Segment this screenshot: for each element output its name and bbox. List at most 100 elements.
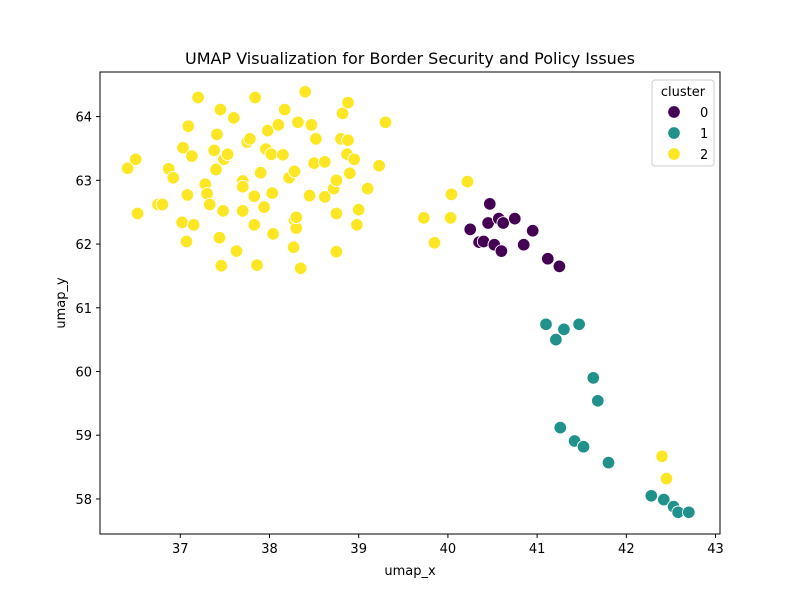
point-cluster-1	[539, 317, 553, 332]
point-cluster-1	[586, 371, 601, 385]
point-cluster-2	[166, 171, 180, 185]
point-cluster-2	[181, 119, 196, 133]
point-cluster-1	[572, 317, 586, 332]
point-cluster-2	[289, 210, 304, 225]
legend-title: cluster	[661, 85, 706, 100]
point-cluster-1	[553, 420, 568, 435]
point-cluster-2	[341, 133, 355, 147]
point-cluster-2	[276, 148, 290, 162]
point-cluster-2	[271, 118, 286, 132]
y-tick-label: 60	[75, 366, 92, 381]
y-axis-ticks: 58 59 60 61 62 63 64	[75, 111, 100, 508]
point-cluster-2	[341, 95, 355, 110]
legend-items: 0 1 2	[667, 105, 708, 163]
point-cluster-2	[286, 240, 301, 254]
point-cluster-1	[657, 492, 671, 507]
point-cluster-2	[266, 227, 280, 241]
legend-marker-1	[667, 126, 681, 140]
point-cluster-0	[483, 197, 497, 211]
point-cluster-2	[329, 173, 344, 188]
point-cluster-2	[264, 147, 279, 161]
y-tick-label: 64	[75, 111, 92, 126]
x-tick-label: 42	[618, 542, 635, 557]
point-cluster-2	[659, 471, 674, 486]
legend-label-2: 2	[700, 148, 708, 163]
point-cluster-2	[444, 187, 459, 202]
point-cluster-2	[329, 206, 344, 221]
point-cluster-2	[291, 115, 305, 130]
point-cluster-2	[304, 118, 319, 132]
point-cluster-2	[180, 188, 195, 202]
point-cluster-2	[253, 165, 268, 180]
point-cluster-2	[185, 149, 199, 163]
y-tick-label: 59	[75, 429, 92, 444]
point-cluster-2	[417, 211, 431, 225]
x-tick-label: 37	[172, 542, 189, 557]
point-cluster-2	[378, 115, 393, 130]
point-cluster-2	[287, 164, 302, 179]
point-cluster-2	[191, 90, 205, 105]
point-cluster-2	[443, 211, 458, 225]
point-cluster-2	[207, 143, 221, 158]
point-cluster-2	[260, 123, 275, 138]
point-cluster-2	[235, 179, 250, 194]
point-cluster-2	[335, 106, 350, 121]
point-cluster-2	[427, 236, 442, 250]
x-tick-label: 43	[707, 542, 724, 557]
point-cluster-2	[302, 188, 317, 203]
point-cluster-2	[186, 218, 201, 232]
point-cluster-0	[541, 251, 555, 266]
legend-marker-2	[667, 147, 681, 161]
y-axis-label: umap_y	[54, 277, 69, 329]
x-tick-label: 41	[529, 542, 546, 557]
point-cluster-2	[265, 186, 279, 200]
y-tick-label: 61	[75, 302, 92, 317]
x-tick-label: 38	[261, 542, 278, 557]
point-cluster-2	[372, 158, 386, 173]
point-cluster-2	[229, 244, 244, 258]
point-cluster-0	[463, 222, 477, 237]
point-cluster-0	[494, 244, 509, 258]
point-cluster-2	[329, 244, 344, 259]
point-cluster-2	[293, 261, 308, 276]
point-cluster-0	[552, 259, 567, 274]
point-cluster-1	[549, 332, 563, 347]
x-axis-label: umap_x	[384, 564, 436, 579]
point-cluster-2	[243, 132, 257, 146]
legend-marker-0	[667, 105, 681, 119]
point-cluster-2	[298, 85, 312, 99]
point-cluster-2	[202, 197, 217, 212]
x-tick-label: 39	[350, 542, 367, 557]
point-cluster-2	[214, 258, 229, 273]
plot-frame	[99, 71, 721, 535]
point-cluster-1	[576, 439, 591, 454]
chart-title: UMAP Visualization for Border Security a…	[185, 49, 635, 68]
point-cluster-2	[175, 215, 189, 230]
point-cluster-2	[318, 190, 332, 204]
point-cluster-2	[257, 200, 271, 214]
point-cluster-2	[220, 147, 235, 161]
point-cluster-2	[277, 102, 292, 117]
point-cluster-0	[516, 237, 531, 252]
point-cluster-2	[250, 258, 264, 272]
point-cluster-2	[213, 102, 228, 117]
point-cluster-2	[460, 174, 475, 189]
data-points	[120, 85, 696, 520]
point-cluster-1	[644, 489, 659, 503]
point-cluster-2	[655, 449, 669, 464]
point-cluster-1	[591, 394, 605, 408]
y-tick-label: 63	[75, 174, 92, 189]
point-cluster-2	[360, 181, 375, 196]
point-cluster-2	[247, 218, 262, 232]
point-cluster-2	[155, 197, 170, 212]
point-cluster-2	[128, 152, 143, 167]
legend-label-1: 1	[700, 127, 708, 142]
point-cluster-2	[318, 155, 332, 169]
point-cluster-2	[347, 152, 361, 167]
point-cluster-0	[496, 216, 510, 230]
legend-box	[651, 79, 715, 167]
point-cluster-2	[351, 202, 366, 217]
point-cluster-2	[210, 127, 224, 142]
y-tick-label: 58	[75, 493, 92, 508]
point-cluster-1	[557, 322, 571, 337]
